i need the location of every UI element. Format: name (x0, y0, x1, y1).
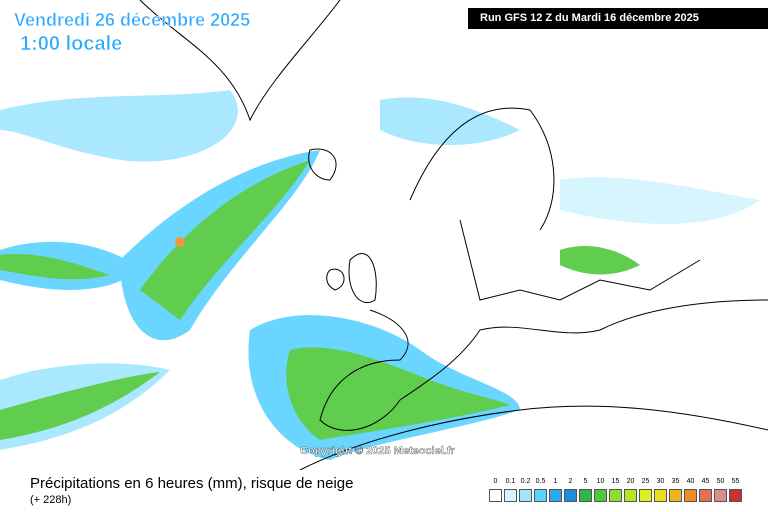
legend-swatch (624, 489, 637, 502)
legend-swatch (519, 489, 532, 502)
legend-label: 55 (731, 478, 740, 485)
legend-label: 0.1 (505, 478, 516, 485)
legend-label: 40 (686, 478, 695, 485)
legend-swatch (579, 489, 592, 502)
legend-swatch (639, 489, 652, 502)
legend-label: 20 (626, 478, 635, 485)
legend-swatch (699, 489, 712, 502)
copyright: Copyright © 2025 Meteociel.fr (300, 445, 455, 457)
legend-swatch (504, 489, 517, 502)
legend-swatch (669, 489, 682, 502)
legend-swatch (654, 489, 667, 502)
legend-label: 5 (583, 478, 588, 485)
coastlines (139, 0, 768, 470)
legend-label: 30 (656, 478, 665, 485)
legend-label: 0.2 (520, 478, 531, 485)
legend-swatch (549, 489, 562, 502)
legend-swatch (489, 489, 502, 502)
legend-label: 0.5 (535, 478, 546, 485)
legend-label: 45 (701, 478, 710, 485)
legend-label: 35 (671, 478, 680, 485)
legend-swatch (714, 489, 727, 502)
precipitation (0, 90, 760, 460)
legend-swatch (534, 489, 547, 502)
time-label: 1:00 locale (20, 33, 123, 56)
footer-lead: (+ 228h) (30, 494, 72, 506)
map (0, 0, 768, 470)
legend-label: 1 (553, 478, 558, 485)
legend-swatch (594, 489, 607, 502)
legend-label: 50 (716, 478, 725, 485)
legend-swatch (609, 489, 622, 502)
legend: 0 0.1 0.2 0.5 1 2 5 10 15 20 25 30 35 40 45 50 55 (488, 478, 758, 508)
footer-title: Précipitations en 6 heures (mm), risque … (30, 475, 354, 492)
legend-swatch (729, 489, 742, 502)
legend-swatch (564, 489, 577, 502)
legend-label: 25 (641, 478, 650, 485)
legend-label: 2 (568, 478, 573, 485)
legend-swatch (684, 489, 697, 502)
run-label: Run GFS 12 Z du Mardi 16 décembre 2025 (480, 12, 699, 24)
date-label: Vendredi 26 décembre 2025 (14, 10, 251, 31)
legend-label: 0 (493, 478, 498, 485)
legend-label: 15 (611, 478, 620, 485)
legend-label: 10 (596, 478, 605, 485)
run-banner (468, 8, 768, 29)
